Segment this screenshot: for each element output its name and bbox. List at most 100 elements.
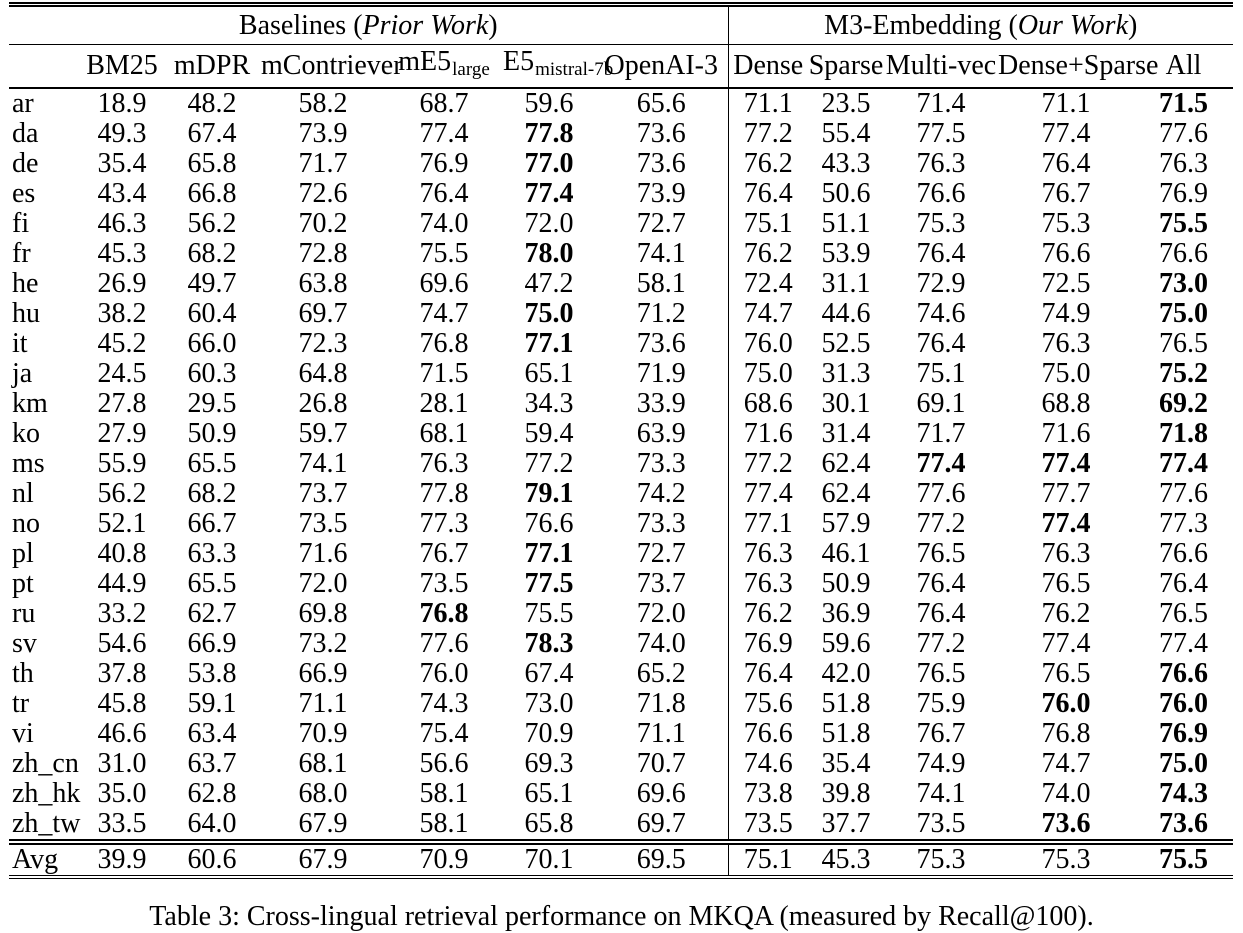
language-row: no 52.1 66.7 73.5 77.3 76.6 73.3 77.1 57.9 77.2 77… [9,509,1233,539]
score-cell: 37.8 [97,658,147,689]
score-cell: 62.7 [187,598,237,629]
score-cell: 27.9 [97,418,147,449]
score-cell: 76.4 [916,328,966,359]
score-cell: 70.9 [524,718,574,749]
score-cell: 39.8 [821,778,871,809]
language-label: pl [12,538,34,569]
score-cell: 70.2 [298,208,348,239]
score-cell: 68.8 [1041,388,1091,419]
score-cell: 26.8 [298,388,348,419]
score-cell: 24.5 [97,358,147,389]
score-cell: 70.9 [385,839,503,877]
language-label: ms [12,448,45,479]
language-row: ar 18.9 48.2 58.2 68.7 59.6 65.6 71.1 23.5 71.4 71… [9,88,1233,119]
score-cell: 77.1 [524,328,574,359]
score-cell: 72.6 [298,178,348,209]
language-label: ar [12,88,34,119]
score-cell: 76.5 [1159,598,1209,629]
language-label: sv [12,628,37,659]
score-cell: 73.2 [298,628,348,659]
score-cell: 76.4 [916,568,966,599]
language-row: it 45.2 66.0 72.3 76.8 77.1 73.6 76.0 52.5 76.4 76… [9,329,1233,359]
score-cell: 56.2 [97,478,147,509]
score-cell: 71.4 [916,88,966,119]
score-cell: 76.7 [419,538,469,569]
score-cell: 77.4 [419,118,469,149]
score-cell: 73.0 [524,688,574,719]
score-cell: 66.0 [187,328,237,359]
score-cell: 68.7 [419,88,469,119]
score-cell: 36.9 [821,598,871,629]
score-cell: 73.6 [636,328,686,359]
score-cell: 56.2 [187,208,237,239]
score-cell: 31.4 [821,418,871,449]
score-cell: 74.0 [1041,778,1091,809]
score-cell: 69.6 [636,778,686,809]
score-cell: 76.9 [1159,178,1209,209]
score-cell: 76.3 [1041,538,1091,569]
language-row: de 35.4 65.8 71.7 76.9 77.0 73.6 76.2 43.3 76.3 76… [9,149,1233,179]
score-cell: 45.2 [97,328,147,359]
score-cell: 75.3 [998,839,1135,877]
score-cell: 75.0 [1159,748,1209,779]
score-cell: 75.4 [419,718,469,749]
score-cell: 71.5 [419,358,469,389]
score-cell: 72.7 [636,208,686,239]
score-cell: 31.3 [821,358,871,389]
score-cell: 37.7 [821,808,871,839]
score-cell: 76.5 [916,658,966,689]
score-cell: 63.7 [187,748,237,779]
score-cell: 65.1 [524,778,574,809]
score-cell: 77.2 [727,119,809,149]
score-cell: 50.9 [187,418,237,449]
score-cell: 71.9 [636,358,686,389]
score-cell: 72.7 [636,538,686,569]
col-header-main: All [1165,50,1202,81]
score-cell: 68.0 [298,778,348,809]
language-label: km [12,388,48,419]
score-cell: 75.9 [916,688,966,719]
score-cell: 76.3 [419,448,469,479]
score-cell: 77.6 [1159,118,1209,149]
score-cell: 54.6 [97,628,147,659]
score-cell: 64.0 [187,808,237,839]
col-header-openai-3: OpenAI-3 [595,44,729,89]
score-cell: 77.8 [419,478,469,509]
score-cell: 30.1 [821,388,871,419]
score-cell: 77.4 [1041,448,1091,479]
score-cell: 65.8 [524,808,574,839]
score-cell: 52.1 [97,508,147,539]
score-cell: 39.9 [81,839,163,877]
score-cell: 76.0 [727,329,809,359]
score-cell: 75.1 [916,358,966,389]
score-cell: 74.3 [419,688,469,719]
score-cell: 72.3 [298,328,348,359]
score-cell: 74.1 [916,778,966,809]
score-cell: 33.9 [636,388,686,419]
score-cell: 76.4 [419,178,469,209]
col-header-main: Dense [733,50,804,81]
score-cell: 49.7 [187,268,237,299]
group-header-row: Baselines (Prior Work) M3-Embedding (Our… [9,4,1234,45]
score-cell: 70.7 [636,748,686,779]
language-row: th 37.8 53.8 66.9 76.0 67.4 65.2 76.4 42.0 76.5 76… [9,659,1233,689]
score-cell: 76.3 [727,569,809,599]
score-cell: 71.8 [636,688,686,719]
score-cell: 48.2 [187,88,237,119]
score-cell: 65.1 [524,358,574,389]
score-cell: 75.0 [727,359,809,389]
score-cell: 76.8 [419,598,469,629]
language-label: es [12,178,36,209]
score-cell: 62.4 [821,448,871,479]
score-cell: 77.4 [727,479,809,509]
score-cell: 76.6 [1159,658,1209,689]
language-row: sv 54.6 66.9 73.2 77.6 78.3 74.0 76.9 59.6 77.2 77… [9,629,1233,659]
score-cell: 44.9 [97,568,147,599]
score-cell: 76.9 [727,629,809,659]
score-cell: 31.1 [821,268,871,299]
score-cell: 76.9 [419,148,469,179]
score-cell: 67.4 [524,658,574,689]
group-header-m3-suffix: ) [1128,10,1138,41]
score-cell: 69.3 [524,748,574,779]
